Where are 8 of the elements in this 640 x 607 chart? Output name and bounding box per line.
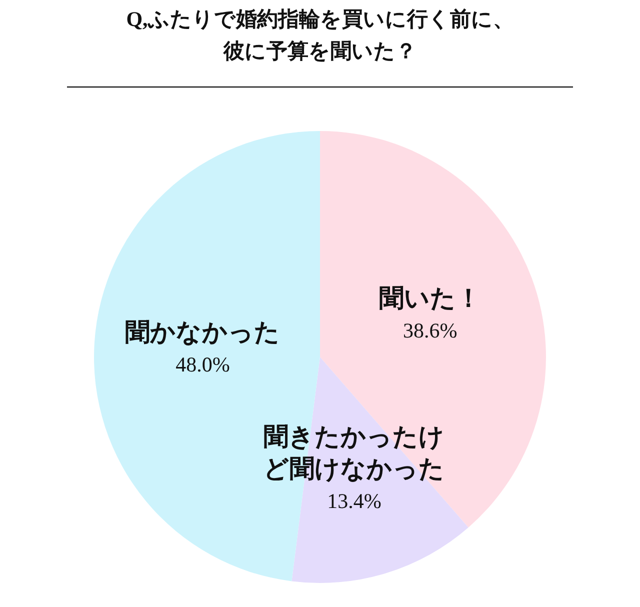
pie-slice <box>292 357 468 583</box>
data-label: 38.6% <box>402 318 458 343</box>
slice-label: 聞いた！ <box>379 286 482 313</box>
slice-label: 聞かなかった <box>125 319 280 346</box>
data-label: 13.4% <box>327 489 382 514</box>
chart-title: Q,ふたりで婚約指輪を買いに行く前に、彼に予算を聞いた？ <box>126 7 514 63</box>
data-label: 48.0% <box>176 352 230 376</box>
slice-label: 聞きたかったけど聞けなかった <box>264 424 445 484</box>
